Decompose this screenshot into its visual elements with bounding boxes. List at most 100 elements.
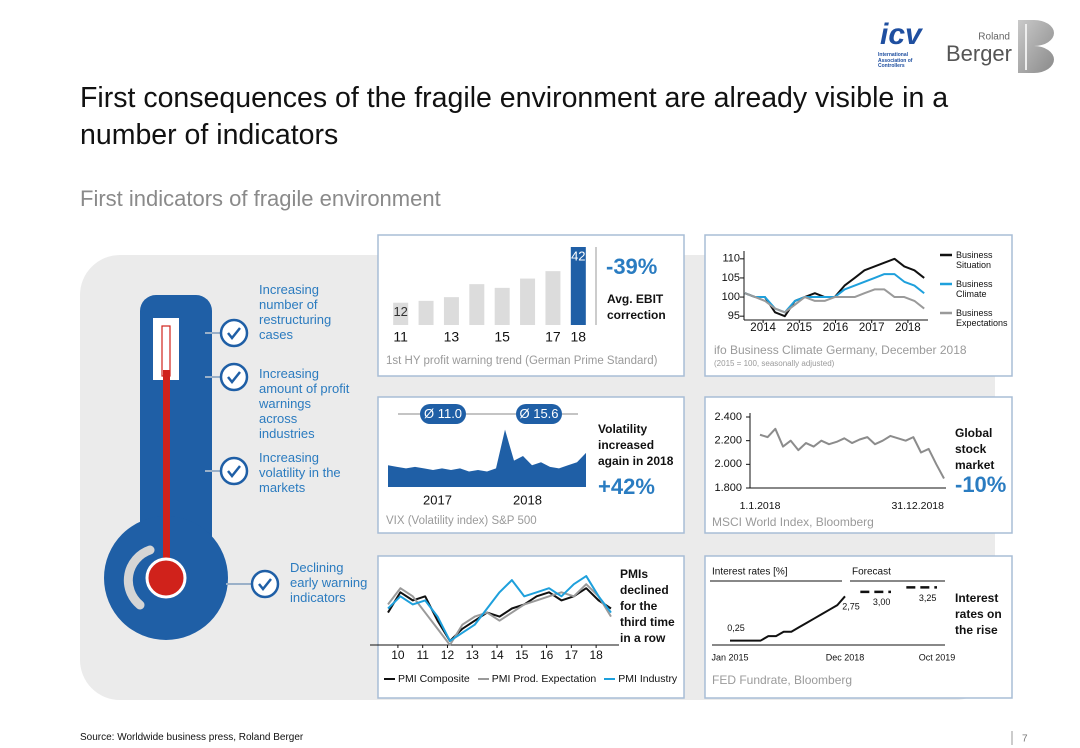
bar [520,278,536,325]
indicator: Declining early warning indicators [290,560,368,605]
bulb-highlight [123,545,155,610]
rb-b-mark [1018,20,1054,73]
legend-item: PMI Composite [384,673,470,685]
line [387,575,612,642]
check-icons [219,318,280,599]
caption-note: (2015 = 100, seasonally adjusted) [714,359,835,368]
indicator: Increasing volatility in the markets [259,450,341,495]
source: Source: Worldwide business press, Roland… [80,732,304,743]
caption: 1st HY profit warning trend (German Prim… [386,355,658,367]
bar [570,247,586,325]
x-tick-label: 17 [545,329,561,345]
x-tick-label: 2014 [750,322,776,334]
bar [418,300,434,325]
panels [377,234,1013,699]
x-tick-label: 2017 [423,492,452,507]
indicator: Increasing amount of profit warnings acr… [259,366,350,441]
legend-label: Business Expectations [956,308,1008,328]
bar [494,287,510,325]
x-tick-label: 2017 [859,322,885,334]
axis-label: Interest rates [%] [712,567,788,578]
x-tick-label: 1.1.2018 [740,500,781,512]
bar [469,284,485,325]
x-tick-label: 17 [565,648,579,662]
x-tick-label: 12 [441,648,455,662]
x-tick-label: 15 [494,329,510,345]
x-tick-label: 2016 [823,322,849,334]
legend-swatch [384,678,395,680]
legend: PMI Composite PMI Prod. Expectation PMI In… [384,673,682,685]
caption: VIX (Volatility index) S&P 500 [386,515,537,527]
x-tick-label: Dec 2018 [826,652,865,662]
subtitle: First indicators of fragile environment [80,186,441,211]
x-tick-label: 2015 [787,322,813,334]
legend-label: Business Climate [956,279,993,299]
x-tick-label: 13 [444,329,460,345]
x-tick-label: Oct 2019 [919,652,956,662]
average-badge: Ø 15.6 [516,404,562,424]
x-tick-label: 18 [589,648,603,662]
x-tick-label: Jan 2015 [711,652,748,662]
line [759,427,945,480]
bar [443,297,459,325]
connectors [205,332,252,585]
caption: MSCI World Index, Bloomberg [712,515,874,529]
legend-swatch [604,678,616,680]
value-label: 2,75 [842,602,860,612]
note: PMIs declined for the third time in a ro… [620,567,675,645]
y-tick-label: 95 [728,310,740,322]
value-label: 3,00 [873,597,891,607]
value-label: 0,25 [727,623,745,633]
indicator: Increasing number of restructuring cases [259,282,332,342]
icv-logo: icv [880,18,924,51]
rb-logo: Berger [946,41,1012,66]
x-tick-label: 10 [391,648,405,662]
y-tick-label: 2.000 [714,458,742,470]
change: +42% [598,474,655,499]
bar [545,271,561,325]
legend-swatch [477,678,489,680]
thermometer-mercury [163,370,170,575]
value-label: 42 [571,248,585,263]
forecast-label: Forecast [852,567,891,578]
note: Interest rates on the rise [955,591,1002,637]
note: Avg. EBIT correction [607,292,666,322]
note: Volatility increased again in 2018 [598,422,674,468]
legend-label: Business Situation [956,250,993,270]
x-tick-label: 18 [571,329,587,345]
caption: FED Fundrate, Bloomberg [712,673,853,687]
y-tick-label: 110 [722,253,740,265]
x-tick-label: 2018 [895,322,921,334]
x-tick-label: 15 [515,648,529,662]
line [860,586,937,594]
bulb-core [145,557,187,599]
legend-label: PMI Industry [618,673,678,685]
page-number: 7 [1022,734,1028,745]
line [730,595,846,642]
y-tick-label: 105 [722,272,740,284]
x-tick-label: 11 [416,648,429,662]
y-tick-label: 2.200 [714,435,742,447]
thermometer-glass [153,318,179,380]
x-tick-label: 16 [540,648,554,662]
x-tick-label: 14 [490,648,504,662]
y-tick-label: 2.400 [714,411,742,423]
icv-tagline: International Association of Controllers [878,52,913,69]
caption: ifo Business Climate Germany, December 2… [714,343,967,357]
x-tick-label: 2018 [513,492,542,507]
change: -10% [955,472,1007,497]
line [744,288,925,314]
line [387,583,612,646]
average-badge: Ø 11.0 [420,404,466,424]
value-label: 12 [393,304,407,319]
area [388,429,586,487]
legend-item: PMI Prod. Expectation [477,673,596,685]
x-tick-label: 31.12.2018 [891,500,944,512]
x-tick-label: 11 [393,329,408,345]
change: -39% [606,254,658,279]
note: Global stock market [955,426,995,472]
x-tick-label: 13 [466,648,480,662]
bar [393,302,409,325]
